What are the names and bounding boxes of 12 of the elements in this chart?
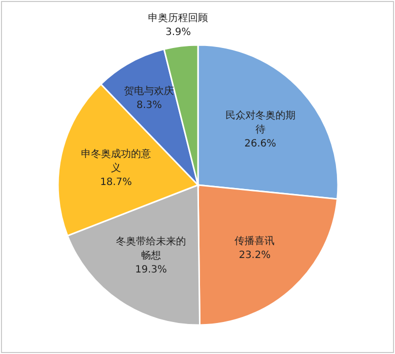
data-label: 18.7% bbox=[100, 176, 132, 188]
data-label: 3.9% bbox=[166, 27, 191, 38]
slice-label: 冬奥带给未来的畅想 bbox=[116, 236, 186, 262]
slice-label: 传播喜讯 bbox=[234, 234, 275, 247]
slice-label: 贺电与欢庆 bbox=[124, 84, 174, 97]
data-label: 19.3% bbox=[135, 264, 167, 276]
slice-label: 民众对冬奥的期待 bbox=[225, 110, 296, 136]
slice-label: 申冬奥成功的意义 bbox=[80, 148, 151, 174]
data-label: 8.3% bbox=[136, 100, 162, 111]
slice-label: 申奥历程回顾 bbox=[148, 12, 208, 24]
data-label: 23.2% bbox=[238, 250, 271, 261]
data-label: 26.6% bbox=[244, 138, 276, 150]
